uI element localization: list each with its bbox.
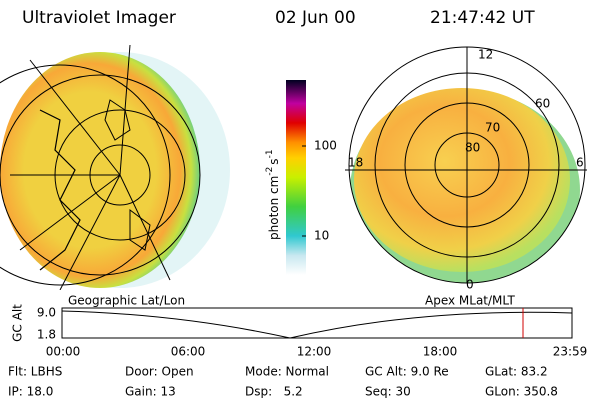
- geographic-image: [0, 45, 230, 290]
- status-field: Door: Open: [125, 365, 194, 379]
- lat-label: 70: [485, 121, 500, 135]
- x-tick-label: 06:00: [171, 345, 206, 359]
- altitude-axis-label: GC Alt: [11, 304, 25, 342]
- x-tick-label: 18:00: [423, 345, 458, 359]
- colorbar-tick-label: 100: [314, 139, 337, 153]
- mlt-label: 6: [576, 156, 584, 170]
- lat-label: 60: [535, 97, 550, 111]
- x-tick-label: 23:59: [553, 345, 588, 359]
- mlt-label: 18: [348, 156, 363, 170]
- y-tick-label: 9.0: [37, 306, 56, 320]
- time: 21:47:42 UT: [430, 8, 535, 28]
- left-caption: Geographic Lat/Lon: [68, 294, 185, 308]
- colorbar-label: photon cm-2s-1: [265, 149, 281, 240]
- x-tick-label: 00:00: [46, 345, 81, 359]
- status-field: GLat: 83.2: [485, 365, 548, 379]
- status-field: GC Alt: 9.0 Re: [365, 365, 449, 379]
- status-field: Dsp: 5.2: [245, 385, 303, 399]
- polar-image: 12 6 0 18 80 70 60: [345, 46, 587, 292]
- status-field: GLon: 350.8: [485, 385, 558, 399]
- status-field: Seq: 30: [365, 385, 411, 399]
- status-field: Mode: Normal: [245, 365, 329, 379]
- mlt-label: 0: [466, 278, 474, 292]
- instrument-title: Ultraviolet Imager: [22, 8, 176, 28]
- colorbar: [286, 80, 306, 275]
- y-tick-label: 1.8: [37, 328, 56, 342]
- date: 02 Jun 00: [275, 8, 356, 28]
- colorbar-tick-label: 10: [314, 229, 329, 243]
- mlt-label: 12: [478, 48, 493, 62]
- status-field: IP: 18.0: [8, 385, 53, 399]
- altitude-curve: [61, 310, 573, 339]
- right-caption: Apex MLat/MLT: [425, 294, 515, 308]
- lat-label: 80: [465, 141, 480, 155]
- footer: Flt: LBHS Door: Open Mode: Normal GC Alt: 9…: [8, 365, 558, 399]
- status-field: Gain: 13: [125, 385, 176, 399]
- x-tick-label: 12:00: [297, 345, 332, 359]
- status-field: Flt: LBHS: [8, 365, 62, 379]
- altitude-panel: [61, 307, 573, 339]
